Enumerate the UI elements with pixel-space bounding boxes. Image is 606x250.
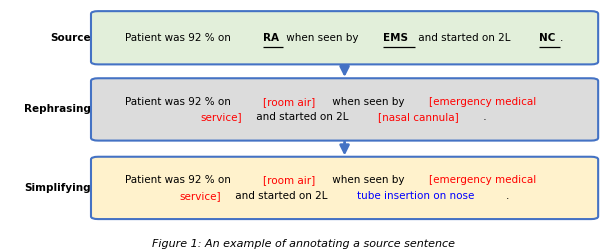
Text: NC: NC: [539, 33, 556, 43]
Text: Rephrasing: Rephrasing: [24, 104, 91, 115]
Text: EMS: EMS: [383, 33, 408, 43]
Text: [emergency medical: [emergency medical: [428, 175, 536, 185]
Text: [nasal cannula]: [nasal cannula]: [378, 112, 459, 122]
Text: when seen by: when seen by: [329, 175, 408, 185]
FancyBboxPatch shape: [91, 11, 598, 64]
Text: .: .: [505, 191, 509, 201]
Text: and started on 2L: and started on 2L: [253, 112, 352, 122]
Text: when seen by: when seen by: [284, 33, 362, 43]
FancyBboxPatch shape: [91, 157, 598, 219]
Text: and started on 2L: and started on 2L: [232, 191, 331, 201]
Text: [room air]: [room air]: [263, 97, 315, 107]
Text: Source: Source: [50, 33, 91, 43]
FancyBboxPatch shape: [91, 78, 598, 140]
Text: Figure 1: An example of annotating a source sentence: Figure 1: An example of annotating a sou…: [152, 239, 454, 249]
Text: tube insertion on nose: tube insertion on nose: [357, 191, 474, 201]
Text: [room air]: [room air]: [263, 175, 315, 185]
Text: .: .: [480, 112, 487, 122]
Text: Patient was 92 % on: Patient was 92 % on: [125, 97, 234, 107]
Text: service]: service]: [201, 112, 242, 122]
Text: and started on 2L: and started on 2L: [415, 33, 513, 43]
Text: [emergency medical: [emergency medical: [428, 97, 536, 107]
Text: RA: RA: [263, 33, 279, 43]
Text: .: .: [560, 33, 564, 43]
Text: when seen by: when seen by: [329, 97, 408, 107]
Text: Patient was 92 % on: Patient was 92 % on: [125, 175, 234, 185]
Text: Simplifying: Simplifying: [24, 183, 91, 193]
Text: service]: service]: [179, 191, 221, 201]
Text: Patient was 92 % on: Patient was 92 % on: [125, 33, 234, 43]
